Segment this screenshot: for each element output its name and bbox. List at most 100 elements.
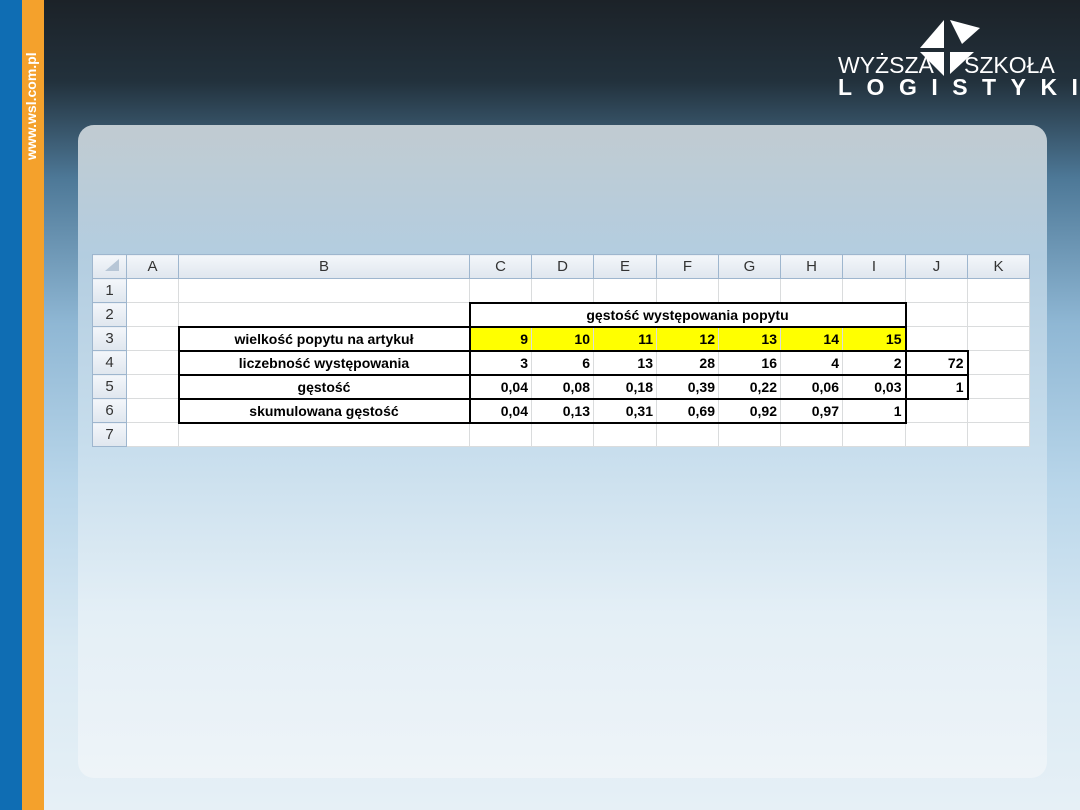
value-cell[interactable]: 4	[780, 349, 843, 376]
cell[interactable]	[780, 278, 843, 303]
value-cell[interactable]: 6	[531, 349, 594, 376]
cell[interactable]	[718, 422, 781, 447]
cell[interactable]	[905, 302, 968, 327]
cell[interactable]	[842, 278, 906, 303]
row-label-cell[interactable]: liczebność występowania	[177, 349, 471, 376]
row-header[interactable]: 3	[92, 326, 127, 351]
cell[interactable]	[126, 278, 179, 303]
cell[interactable]	[126, 350, 179, 375]
column-header[interactable]: C	[469, 254, 532, 279]
logo-text-szkola: SZKOŁA	[964, 52, 1055, 78]
value-cell[interactable]: 3	[468, 349, 532, 376]
cell[interactable]	[718, 278, 781, 303]
website-url: www.wsl.com.pl	[23, 52, 39, 160]
cell[interactable]	[469, 422, 532, 447]
select-all-corner[interactable]	[92, 254, 127, 279]
cell[interactable]	[656, 422, 719, 447]
sheet-row: 3 wielkość popytu na artykuł 9 10 11 12 13 14 15	[92, 325, 1030, 352]
value-cell[interactable]: 0,22	[718, 373, 781, 400]
cell[interactable]	[967, 302, 1030, 327]
column-header[interactable]: I	[842, 254, 906, 279]
value-cell[interactable]: 15	[842, 325, 907, 352]
cell[interactable]	[126, 398, 179, 423]
value-cell[interactable]: 0,69	[656, 397, 719, 424]
blue-stripe	[0, 0, 22, 810]
column-header[interactable]: J	[905, 254, 968, 279]
column-header[interactable]: H	[780, 254, 843, 279]
cell[interactable]	[905, 398, 968, 423]
value-cell[interactable]: 0,18	[593, 373, 657, 400]
cell[interactable]	[593, 278, 657, 303]
cell[interactable]	[126, 302, 179, 327]
value-cell[interactable]: 0,04	[468, 397, 532, 424]
sheet-row: 4 liczebność występowania 3 6 13 28 16 4 2 72	[92, 349, 1030, 376]
value-cell[interactable]: 0,04	[468, 373, 532, 400]
total-cell[interactable]: 72	[904, 349, 969, 376]
row-header[interactable]: 2	[92, 302, 127, 327]
column-header[interactable]: B	[178, 254, 470, 279]
row-header[interactable]: 5	[92, 374, 127, 399]
cell[interactable]	[126, 422, 179, 447]
cell[interactable]	[469, 278, 532, 303]
value-cell[interactable]: 16	[718, 349, 781, 376]
cell[interactable]	[531, 278, 594, 303]
cell[interactable]	[780, 422, 843, 447]
column-header[interactable]: D	[531, 254, 594, 279]
column-header[interactable]: A	[126, 254, 179, 279]
total-cell[interactable]: 1	[904, 373, 969, 400]
value-cell[interactable]: 0,13	[531, 397, 594, 424]
sheet-row: 1	[92, 278, 1030, 303]
column-header[interactable]: F	[656, 254, 719, 279]
value-cell[interactable]: 14	[780, 325, 843, 352]
value-cell[interactable]: 0,03	[842, 373, 907, 400]
cell[interactable]	[967, 422, 1030, 447]
row-label-cell[interactable]: gęstość	[177, 373, 471, 400]
orange-stripe	[22, 0, 44, 810]
value-cell[interactable]: 2	[842, 349, 907, 376]
cell[interactable]	[593, 422, 657, 447]
cell[interactable]	[126, 326, 179, 351]
value-cell[interactable]: 13	[718, 325, 781, 352]
value-cell[interactable]: 10	[531, 325, 594, 352]
table-title-cell[interactable]: gęstość występowania popytu	[468, 301, 907, 328]
cell[interactable]	[178, 278, 470, 303]
value-cell[interactable]: 0,06	[780, 373, 843, 400]
row-header[interactable]: 7	[92, 422, 127, 447]
value-cell[interactable]: 11	[593, 325, 657, 352]
cell[interactable]	[905, 422, 968, 447]
cell[interactable]	[126, 374, 179, 399]
cell[interactable]	[967, 326, 1030, 351]
value-cell[interactable]: 9	[468, 325, 532, 352]
column-header[interactable]: K	[967, 254, 1030, 279]
value-cell[interactable]: 12	[656, 325, 719, 352]
column-header[interactable]: G	[718, 254, 781, 279]
cell[interactable]	[905, 278, 968, 303]
cell[interactable]	[967, 398, 1030, 423]
cell[interactable]	[842, 422, 906, 447]
value-cell[interactable]: 0,92	[718, 397, 781, 424]
cell[interactable]	[656, 278, 719, 303]
cell[interactable]	[178, 302, 470, 327]
value-cell[interactable]: 28	[656, 349, 719, 376]
row-header[interactable]: 1	[92, 278, 127, 303]
cell[interactable]	[967, 350, 1030, 375]
cell[interactable]	[967, 374, 1030, 399]
column-header[interactable]: E	[593, 254, 657, 279]
value-cell[interactable]: 13	[593, 349, 657, 376]
sheet-row: 7	[92, 422, 1030, 447]
value-cell[interactable]: 0,08	[531, 373, 594, 400]
row-header[interactable]: 4	[92, 350, 127, 375]
sheet-row: 2 gęstość występowania popytu	[92, 301, 1030, 328]
value-cell[interactable]: 0,39	[656, 373, 719, 400]
cell[interactable]	[531, 422, 594, 447]
value-cell[interactable]: 1	[842, 397, 907, 424]
cell[interactable]	[905, 326, 968, 351]
value-cell[interactable]: 0,31	[593, 397, 657, 424]
row-label-cell[interactable]: skumulowana gęstość	[177, 397, 471, 424]
row-header[interactable]: 6	[92, 398, 127, 423]
row-label-cell[interactable]: wielkość popytu na artykuł	[177, 325, 471, 352]
cell[interactable]	[967, 278, 1030, 303]
cell[interactable]	[178, 422, 470, 447]
value-cell[interactable]: 0,97	[780, 397, 843, 424]
